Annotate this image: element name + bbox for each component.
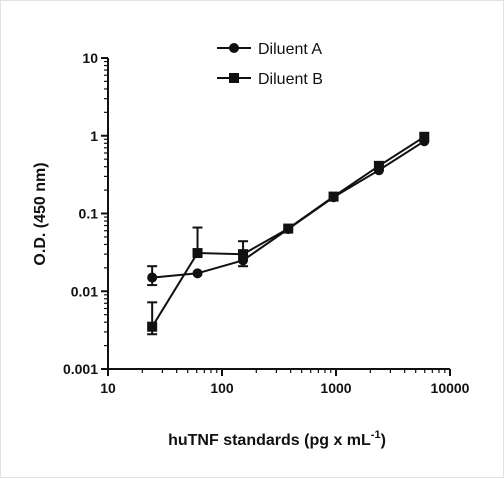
data-point: [147, 272, 158, 283]
legend-marker: [229, 43, 239, 53]
data-point: [192, 248, 203, 259]
series-layer: [147, 131, 430, 336]
legend-label: Diluent A: [258, 41, 322, 58]
x-tick-label: 1000: [320, 380, 351, 396]
x-axis-label-superscript: -1: [371, 429, 381, 441]
x-tick-label: 10: [100, 380, 116, 396]
series-1: [147, 136, 430, 287]
data-point: [147, 321, 158, 332]
y-tick-label: 0.001: [63, 361, 98, 377]
data-point: [238, 249, 249, 260]
y-tick-label: 0.1: [79, 206, 99, 222]
data-point: [373, 160, 384, 171]
axes: 0.001 0.01 0.1 1 10 10 100 1000 10000: [63, 50, 470, 396]
x-axis-label-main: huTNF standards (pg x mL: [168, 432, 371, 449]
y-axis-label: O.D. (450 nm): [32, 162, 49, 265]
legend: Diluent A Diluent B: [217, 41, 323, 88]
legend-marker: [229, 73, 239, 83]
x-axis-label-suffix: ): [381, 432, 386, 449]
y-tick-label: 1: [90, 128, 98, 144]
legend-label: Diluent B: [258, 71, 323, 88]
series-2: [147, 131, 430, 336]
data-point: [283, 223, 294, 234]
y-tick-label: 10: [82, 50, 98, 66]
x-tick-label: 10000: [431, 380, 470, 396]
x-tick-label: 100: [210, 380, 234, 396]
data-point: [192, 268, 203, 279]
y-tick-label: 0.01: [71, 283, 98, 299]
data-point: [419, 131, 430, 142]
data-point: [328, 191, 339, 202]
x-axis-label: huTNF standards (pg x mL-1): [168, 429, 386, 449]
